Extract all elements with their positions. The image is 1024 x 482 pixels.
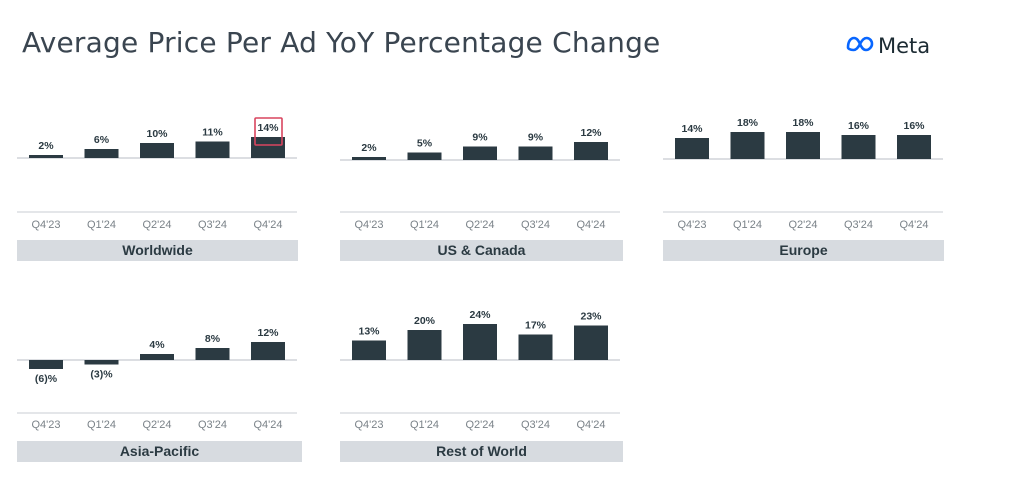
rest-of-world-bar — [518, 334, 553, 360]
asia-pacific-tick-label: Q1'24 — [87, 419, 116, 431]
us-canada-tick-label: Q2'24 — [465, 219, 494, 231]
rest-of-world-value-label: 13% — [358, 326, 380, 338]
worldwide-bar — [140, 143, 174, 158]
meta-brand: Meta — [845, 34, 930, 58]
asia-pacific-panel-label: Asia-Pacific — [120, 443, 200, 459]
europe-tick-label: Q4'23 — [677, 219, 706, 231]
worldwide-tick-label: Q2'24 — [142, 219, 171, 231]
us-canada-bar — [352, 157, 386, 160]
worldwide-value-label: 6% — [94, 134, 110, 146]
asia-pacific-bar — [195, 348, 230, 360]
us-canada-label-band — [340, 240, 623, 261]
meta-infinity-logo-icon — [845, 35, 875, 58]
us-canada-tick-label: Q4'24 — [576, 219, 605, 231]
asia-pacific-value-label: 8% — [205, 333, 221, 345]
us-canada-bar — [463, 146, 497, 160]
rest-of-world-value-label: 23% — [580, 311, 602, 323]
rest-of-world-tick-label: Q4'23 — [354, 419, 383, 431]
rest-of-world-value-label: 24% — [469, 309, 491, 321]
asia-pacific-bar — [251, 342, 285, 360]
asia-pacific-tick-label: Q4'23 — [31, 419, 60, 431]
asia-pacific-tick-label: Q4'24 — [253, 419, 282, 431]
us-canada-bar — [407, 152, 442, 160]
rest-of-world-panel-label: Rest of World — [436, 443, 527, 459]
europe-bar — [897, 135, 931, 159]
rest-of-world-tick-label: Q2'24 — [465, 419, 494, 431]
rest-of-world-tick-label: Q3'24 — [521, 419, 550, 431]
worldwide-tick-label: Q3'24 — [198, 219, 227, 231]
rest-of-world-label-band — [340, 441, 623, 462]
us-canada-value-label: 9% — [528, 132, 544, 144]
europe-tick-label: Q2'24 — [788, 219, 817, 231]
us-canada-tick-label: Q3'24 — [521, 219, 550, 231]
asia-pacific-bar — [140, 354, 174, 360]
worldwide-tick-label: Q4'24 — [253, 219, 282, 231]
europe-bar — [841, 135, 876, 159]
asia-pacific-tick-label: Q3'24 — [198, 419, 227, 431]
us-canada-tick-label: Q1'24 — [410, 219, 439, 231]
europe-label-band — [663, 240, 944, 261]
worldwide-value-label: 10% — [146, 128, 168, 140]
europe-value-label: 14% — [681, 123, 703, 135]
worldwide-bar — [29, 155, 63, 158]
asia-pacific-tick-label: Q2'24 — [142, 419, 171, 431]
rest-of-world-bar — [352, 340, 386, 360]
rest-of-world-bar — [463, 324, 497, 360]
europe-tick-label: Q1'24 — [733, 219, 762, 231]
us-canada-value-label: 2% — [361, 142, 377, 154]
worldwide-panel-label: Worldwide — [122, 242, 193, 258]
europe-bar — [675, 138, 709, 159]
europe-tick-label: Q3'24 — [844, 219, 873, 231]
europe-value-label: 16% — [848, 120, 870, 132]
rest-of-world-bar — [574, 325, 608, 360]
worldwide-bar — [195, 141, 230, 158]
us-canada-value-label: 5% — [417, 138, 433, 150]
worldwide-label-band — [17, 240, 298, 261]
worldwide-tick-label: Q1'24 — [87, 219, 116, 231]
us-canada-tick-label: Q4'23 — [354, 219, 383, 231]
asia-pacific-value-label: (3)% — [90, 369, 113, 381]
worldwide-value-label: 2% — [38, 140, 54, 152]
europe-value-label: 18% — [737, 117, 759, 129]
meta-wordmark: Meta — [878, 34, 931, 58]
worldwide-tick-label: Q4'23 — [31, 219, 60, 231]
us-canada-value-label: 12% — [580, 127, 602, 139]
asia-pacific-value-label: 4% — [149, 339, 165, 351]
asia-pacific-value-label: 12% — [257, 327, 279, 339]
rest-of-world-tick-label: Q4'24 — [576, 419, 605, 431]
rest-of-world-value-label: 20% — [414, 315, 436, 327]
worldwide-bar — [251, 137, 285, 158]
us-canada-panel-label: US & Canada — [438, 242, 526, 258]
asia-pacific-bar — [84, 360, 119, 365]
rest-of-world-value-label: 17% — [525, 320, 547, 332]
europe-panel-label: Europe — [779, 242, 827, 258]
worldwide-value-label: 11% — [202, 127, 223, 139]
us-canada-bar — [574, 142, 608, 160]
highlight-box — [254, 117, 283, 146]
europe-value-label: 16% — [903, 120, 925, 132]
europe-bar — [730, 132, 765, 159]
asia-pacific-value-label: (6)% — [35, 373, 58, 385]
worldwide-value-label: 14% — [257, 122, 279, 134]
rest-of-world-tick-label: Q1'24 — [410, 419, 439, 431]
rest-of-world-bar — [407, 330, 442, 360]
asia-pacific-label-band — [17, 441, 302, 462]
europe-tick-label: Q4'24 — [899, 219, 928, 231]
us-canada-value-label: 9% — [472, 132, 488, 144]
asia-pacific-bar — [29, 360, 63, 369]
us-canada-bar — [518, 146, 553, 160]
worldwide-bar — [84, 149, 119, 158]
europe-value-label: 18% — [792, 117, 814, 129]
page-title: Average Price Per Ad YoY Percentage Chan… — [22, 26, 661, 59]
europe-bar — [786, 132, 820, 159]
